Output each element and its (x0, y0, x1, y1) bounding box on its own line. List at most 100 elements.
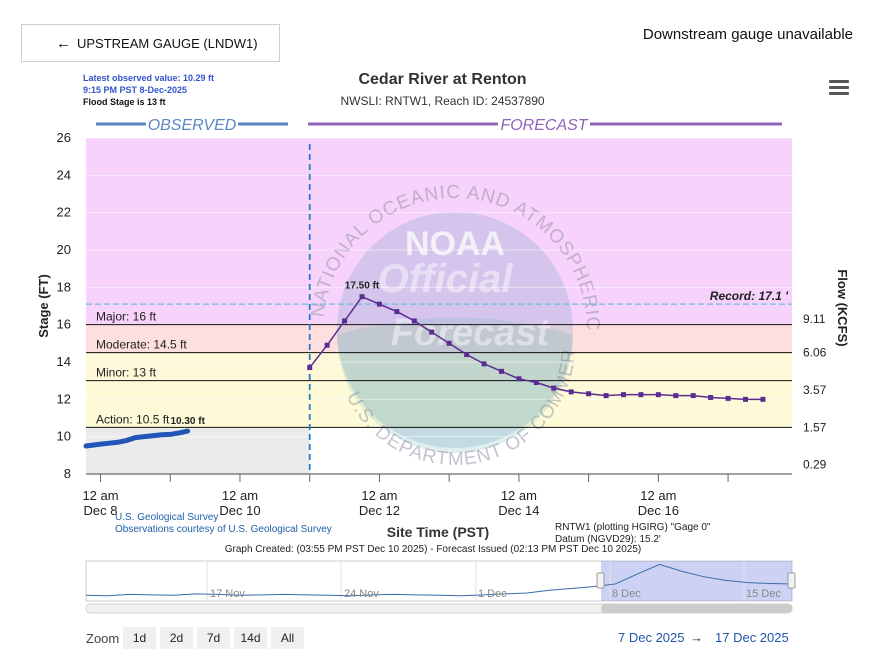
y-tick-label: 16 (57, 317, 71, 332)
navigator-handle-right[interactable] (787, 572, 796, 589)
noaa-seal-lower (337, 317, 573, 453)
forecast-point (603, 393, 609, 399)
y-tick-label: 22 (57, 205, 71, 220)
y-tick-label: 12 (57, 391, 71, 406)
hamburger-menu-icon[interactable] (829, 80, 849, 96)
observed-line (83, 428, 191, 449)
observed-value-label: 10.30 ft (170, 416, 205, 427)
forecast-point (743, 396, 749, 402)
forecast-point (516, 376, 522, 382)
observed-header: OBSERVED (148, 117, 237, 134)
upstream-gauge-button[interactable]: ← UPSTREAM GAUGE (LNDW1) (21, 24, 280, 62)
moderate-band (86, 324, 792, 353)
x-tick-date: Dec 14 (498, 503, 539, 518)
forecast-point (464, 352, 470, 358)
scrollbar-thumb[interactable] (601, 604, 792, 613)
navigator-label: 24 Nov (344, 588, 379, 600)
threshold-label-minor: Minor: 13 ft (96, 366, 157, 380)
forecast-point (568, 389, 574, 395)
navigator-label: 1 Dec (478, 588, 507, 600)
forecast-point (394, 309, 400, 315)
y-tick-label: 26 (57, 130, 71, 145)
x-tick-label: 12 am (640, 488, 676, 503)
usgs-courtesy: Observations courtesy of U.S. Geological… (115, 524, 332, 535)
minor-band (86, 352, 792, 381)
forecast-point (446, 340, 452, 346)
x-tick-label: 12 am (82, 488, 118, 503)
forecast-point (638, 392, 644, 398)
flood-stage-text: Flood Stage is 13 ft (83, 97, 166, 107)
forecast-point (481, 361, 487, 367)
latest-observed-info: Latest observed value: 10.29 ft 9:15 PM … (83, 72, 214, 108)
x-tick-label: 12 am (361, 488, 397, 503)
navigator-series (85, 563, 793, 597)
zoom-7d-button[interactable]: 7d (197, 627, 230, 649)
latest-value: Latest observed value: 10.29 ft (83, 73, 215, 83)
navigator-selection[interactable] (601, 561, 792, 601)
navigator-label: 8 Dec (612, 588, 641, 600)
y-tick-label: 24 (57, 167, 71, 182)
navigator-label: 15 Dec (746, 588, 781, 600)
zoom-label: Zoom (86, 631, 120, 646)
chart-subtitle: NWSLI: RNTW1, Reach ID: 24537890 (340, 94, 545, 108)
forecast-point (411, 318, 417, 324)
y2-axis-label: Flow (KCFS) (835, 269, 850, 346)
x-axis-label: Site Time (PST) (387, 524, 489, 540)
threshold-label-major: Major: 16 ft (96, 310, 157, 324)
forecast-point (324, 342, 330, 348)
x-tick-label: 12 am (222, 488, 258, 503)
zoom-1d-button[interactable]: 1d (123, 627, 156, 649)
y-tick-label: 20 (57, 242, 71, 257)
forecast-point (760, 396, 766, 402)
x-tick-label: 12 am (501, 488, 537, 503)
forecast-point (498, 368, 504, 374)
observed-shade (86, 427, 310, 474)
graph-created-info: Graph Created: (03:55 PM PST Dec 10 2025… (225, 544, 642, 555)
navigator-label: 17 Nov (210, 588, 245, 600)
y-axis-label: Stage (FT) (36, 274, 51, 338)
zoom-14d-button[interactable]: 14d (234, 627, 267, 649)
forecast-point (429, 329, 435, 335)
y-tick-label: 14 (57, 354, 71, 369)
watermark-forecast: Forecast (391, 312, 551, 354)
y-tick-label: 10 (57, 429, 71, 444)
plotting-info: RNTW1 (plotting HGIRG) "Gage 0" (555, 522, 711, 533)
forecast-point (586, 391, 592, 397)
forecast-point (376, 301, 382, 307)
watermark-official: Official (378, 257, 514, 301)
threshold-label-moderate: Moderate: 14.5 ft (96, 338, 187, 352)
forecast-point (533, 380, 539, 386)
x-tick-date: Dec 16 (638, 503, 679, 518)
zoom-2d-button[interactable]: 2d (160, 627, 193, 649)
range-arrow-icon: → (690, 630, 703, 645)
forecast-point (655, 392, 661, 398)
forecast-point (620, 392, 626, 398)
navigator-handle-left[interactable] (596, 572, 605, 589)
y-tick-label: 8 (64, 466, 71, 481)
chart-title: Cedar River at Renton (358, 71, 527, 88)
y-tick-label: 18 (57, 279, 71, 294)
y2-tick-label: 6.06 (803, 346, 827, 360)
range-from[interactable]: 7 Dec 2025 (618, 630, 685, 645)
downstream-unavailable-text: Downstream gauge unavailable (642, 26, 853, 43)
noaa-seal (337, 212, 573, 448)
x-tick-date: Dec 12 (359, 503, 400, 518)
y2-tick-label: 0.29 (803, 458, 827, 472)
zoom-all-button[interactable]: All (271, 627, 304, 649)
threshold-label-action: Action: 10.5 ft (96, 412, 170, 426)
usgs-credit: U.S. Geological Survey (115, 512, 218, 523)
range-to[interactable]: 17 Dec 2025 (715, 630, 789, 645)
forecast-point (708, 394, 714, 400)
forecast-point (725, 395, 731, 401)
record-label: Record: 17.1 ' (710, 289, 789, 303)
x-tick-date: Dec 10 (219, 503, 260, 518)
y2-tick-label: 3.57 (803, 383, 827, 397)
forecast-point (673, 393, 679, 399)
arrow-left-icon: ← (56, 34, 71, 52)
watermark-noaa: NOAA (405, 225, 505, 263)
forecast-point (690, 393, 696, 399)
forecast-header: FORECAST (500, 117, 588, 134)
upstream-gauge-label: UPSTREAM GAUGE (LNDW1) (77, 35, 258, 51)
forecast-point (307, 365, 313, 371)
